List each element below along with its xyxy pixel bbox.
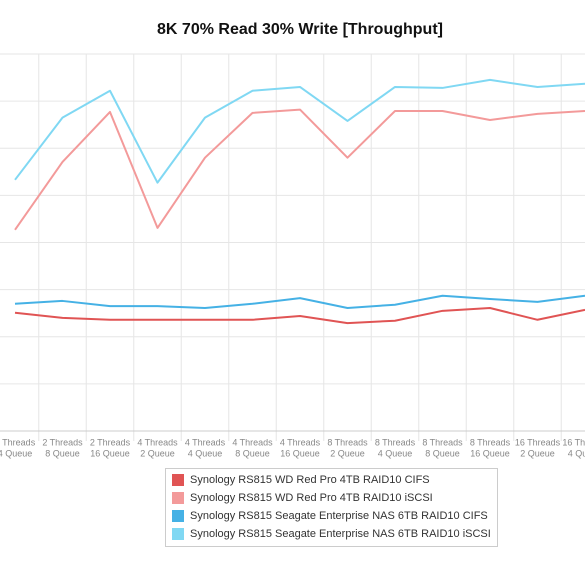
x-tick-label: 2 Threads: [42, 437, 83, 447]
x-tick-label: 2 Threads: [90, 437, 131, 447]
chart-title: 8K 70% Read 30% Write [Throughput]: [157, 21, 443, 38]
series-line: [14, 78, 585, 184]
x-tick-label: 4 Queue: [568, 448, 585, 458]
x-tick-label: 8 Threads: [375, 437, 416, 447]
x-tick-label: 4 Queue: [378, 448, 413, 458]
legend-label: Synology RS815 WD Red Pro 4TB RAID10 CIF…: [190, 474, 430, 486]
x-tick-label: 4 Threads: [137, 437, 178, 447]
x-tick-label: 16 Threads: [562, 437, 585, 447]
legend-swatch: [172, 492, 184, 504]
x-tick-label: 16 Threads: [515, 437, 561, 447]
x-tick-label: 4 Queue: [188, 448, 223, 458]
x-tick-label: 2 Queue: [330, 448, 365, 458]
x-tick-label: 4 Threads: [280, 437, 321, 447]
x-tick-label: 8 Queue: [425, 448, 460, 458]
legend-label: Synology RS815 Seagate Enterprise NAS 6T…: [190, 510, 488, 522]
series-line: [14, 294, 585, 310]
x-tick-label: 2 Threads: [0, 437, 36, 447]
legend-label: Synology RS815 WD Red Pro 4TB RAID10 iSC…: [190, 492, 433, 504]
x-tick-label: 8 Threads: [327, 437, 368, 447]
series-line: [14, 108, 585, 231]
x-tick-label: 4 Threads: [232, 437, 273, 447]
legend-swatch: [172, 510, 184, 522]
x-tick-label: 4 Threads: [185, 437, 226, 447]
x-tick-label: 2 Queue: [140, 448, 175, 458]
legend-box: [165, 468, 498, 547]
x-tick-label: 2 Queue: [520, 448, 555, 458]
x-tick-label: 8 Threads: [470, 437, 511, 447]
legend-swatch: [172, 474, 184, 486]
legend-swatch: [172, 528, 184, 540]
x-tick-label: 4 Queue: [0, 448, 32, 458]
x-tick-label: 16 Queue: [280, 448, 320, 458]
x-tick-label: 8 Threads: [422, 437, 463, 447]
x-tick-label: 16 Queue: [90, 448, 130, 458]
legend-label: Synology RS815 Seagate Enterprise NAS 6T…: [190, 528, 491, 540]
x-tick-label: 16 Queue: [470, 448, 510, 458]
x-tick-label: 8 Queue: [45, 448, 80, 458]
series-line: [14, 307, 585, 325]
x-tick-label: 8 Queue: [235, 448, 270, 458]
